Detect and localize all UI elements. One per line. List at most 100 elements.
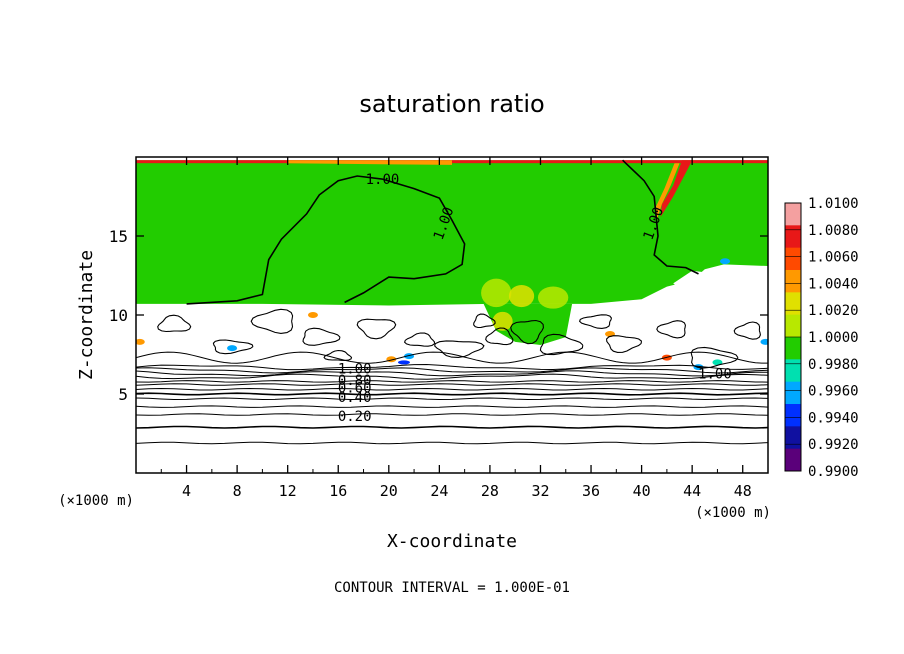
y-tick-label: 15 bbox=[109, 227, 128, 246]
cloud-contour bbox=[302, 327, 341, 346]
color-patch bbox=[136, 338, 145, 345]
x-tick-label: 20 bbox=[380, 482, 398, 500]
color-patch bbox=[227, 345, 238, 352]
colorbar-label: 0.9980 bbox=[808, 357, 859, 373]
cloud-base-contour bbox=[136, 351, 768, 364]
dark-blue-patch bbox=[397, 360, 410, 365]
strat-contour bbox=[136, 441, 768, 445]
cloud-contour bbox=[403, 332, 436, 347]
top-strip-orange bbox=[287, 160, 452, 165]
x-tick-label: 8 bbox=[233, 482, 242, 500]
colorbar-swatch bbox=[785, 292, 801, 316]
cloud-contour bbox=[356, 318, 397, 340]
strat-contour bbox=[136, 383, 768, 386]
colorbar-label: 1.0100 bbox=[808, 196, 859, 212]
cloud-contour bbox=[606, 335, 642, 353]
cloud-contour bbox=[733, 321, 761, 340]
subsaturated-pocket bbox=[673, 266, 768, 300]
x-tick-label: 12 bbox=[279, 482, 297, 500]
supersaturation-patch bbox=[508, 284, 535, 308]
colorbar-swatch bbox=[785, 225, 801, 249]
contour-label: 1.00 bbox=[698, 366, 732, 382]
cloud-contour bbox=[510, 319, 544, 345]
x-tick-label: 16 bbox=[329, 482, 347, 500]
colorbar-label: 0.9940 bbox=[808, 410, 859, 426]
y-axis-ticks: 5 10 15 bbox=[109, 227, 768, 404]
colorbar-swatch bbox=[785, 270, 801, 293]
contour-label: 0.60 bbox=[338, 381, 372, 397]
strat-contour bbox=[136, 387, 768, 391]
cloud-contour bbox=[690, 346, 739, 369]
contour-one-right bbox=[622, 159, 699, 275]
cloud-contour bbox=[157, 314, 192, 333]
cloud-contour bbox=[473, 313, 496, 329]
strat-contour bbox=[136, 380, 768, 383]
colorbar-swatch bbox=[785, 426, 801, 450]
x-tick-label: 24 bbox=[430, 482, 448, 500]
contour-lines bbox=[136, 159, 768, 445]
contour-label: 0.40 bbox=[338, 390, 372, 406]
cloud-contour bbox=[250, 308, 294, 334]
color-patch bbox=[307, 312, 318, 318]
red-streak bbox=[660, 160, 693, 217]
contour-interval-note: CONTOUR INTERVAL = 1.000E-01 bbox=[334, 580, 570, 596]
colorbar-label: 0.9960 bbox=[808, 384, 859, 400]
strat-contour bbox=[136, 392, 768, 396]
cloud-contour bbox=[656, 320, 686, 339]
color-patch bbox=[712, 359, 723, 366]
strat-contour bbox=[136, 425, 768, 429]
cloud-contour bbox=[485, 327, 514, 346]
colorbar-swatch bbox=[785, 247, 801, 271]
contour-label: 1.00 bbox=[338, 362, 372, 378]
contour-one bbox=[186, 175, 466, 305]
colorbar-label: 0.9920 bbox=[808, 437, 859, 453]
saturated-region bbox=[136, 160, 768, 306]
contour-label: 1.00 bbox=[366, 172, 400, 188]
colorbar-swatch bbox=[785, 314, 801, 338]
colorbar-label: 1.0040 bbox=[808, 276, 859, 292]
x-axis-label: X-coordinate bbox=[387, 531, 517, 552]
colorbar-swatch bbox=[785, 448, 801, 472]
colorbar-label: 1.0080 bbox=[808, 223, 859, 239]
strat-contour bbox=[136, 413, 768, 416]
supersaturation-patch bbox=[537, 286, 569, 309]
colorbar-swatch bbox=[785, 404, 801, 427]
x-tick-label: 48 bbox=[734, 482, 752, 500]
colorbar: 1.0100 1.0080 1.0060 1.0040 1.0020 1.0000 0.99… bbox=[784, 196, 859, 480]
colorbar-label: 0.9900 bbox=[808, 464, 859, 480]
color-patch bbox=[760, 338, 768, 345]
colorbar-label: 1.0060 bbox=[808, 250, 859, 266]
cloud-contour bbox=[434, 340, 485, 358]
y-tick-label: 5 bbox=[118, 385, 128, 404]
color-patch bbox=[720, 258, 731, 265]
chart-title: saturation ratio bbox=[359, 90, 544, 118]
x-unit-right: (×1000 m) bbox=[695, 505, 771, 521]
colorbar-label: 1.0020 bbox=[808, 303, 859, 319]
x-tick-label: 4 bbox=[182, 482, 191, 500]
strat-contour bbox=[136, 397, 768, 401]
y-axis-label: Z-coordinate bbox=[76, 250, 97, 380]
strat-contour bbox=[136, 367, 768, 374]
supersaturation-patch bbox=[481, 278, 512, 308]
x-tick-label: 36 bbox=[582, 482, 600, 500]
cloud-contour bbox=[578, 314, 612, 329]
orange-streak bbox=[655, 163, 680, 221]
colorbar-swatch bbox=[785, 359, 801, 383]
colorbar-swatch bbox=[785, 203, 801, 226]
x-unit-left: (×1000 m) bbox=[58, 493, 134, 509]
x-tick-label: 44 bbox=[683, 482, 701, 500]
x-tick-label: 40 bbox=[633, 482, 651, 500]
contour-label: 0.80 bbox=[338, 373, 372, 389]
colorbar-swatch bbox=[785, 337, 801, 360]
x-tick-label: 28 bbox=[481, 482, 499, 500]
colorbar-label: 1.0000 bbox=[808, 330, 859, 346]
x-tick-label: 32 bbox=[531, 482, 549, 500]
strat-contour bbox=[136, 405, 768, 408]
cloud-contour bbox=[212, 339, 254, 355]
y-tick-label: 10 bbox=[109, 306, 128, 325]
strat-contour bbox=[136, 373, 768, 380]
supersaturation-patch bbox=[492, 311, 513, 331]
saturation-field bbox=[136, 160, 768, 371]
strat-contour bbox=[136, 363, 768, 371]
